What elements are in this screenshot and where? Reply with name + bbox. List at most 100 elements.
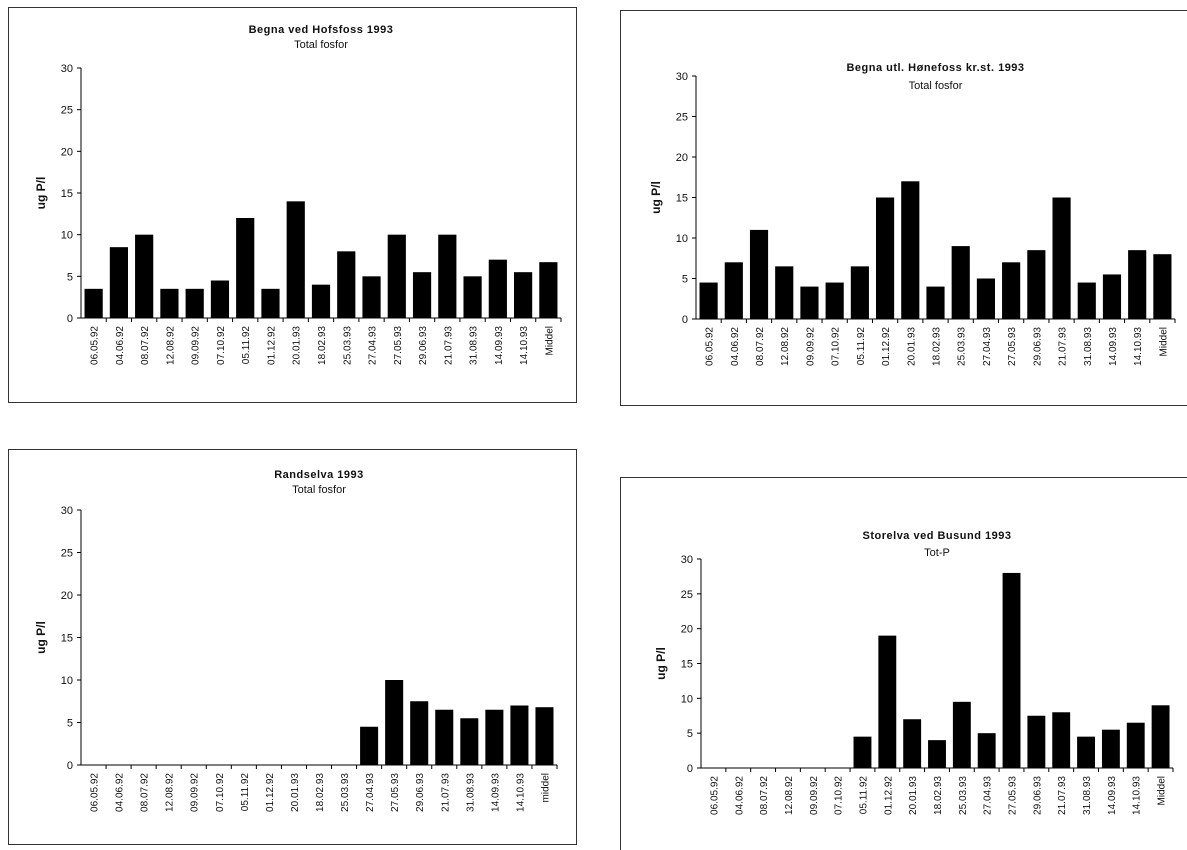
x-tick-label: 25.03.93 — [958, 776, 969, 815]
chart-panel-begna-hofsfoss: Begna ved Hofsfoss 1993 Total fosfor 0 5 10 1… — [8, 7, 577, 403]
y-tick-label: 15 — [61, 633, 73, 645]
y-tick-label: 10 — [676, 233, 688, 245]
bar — [485, 709, 504, 765]
bar — [1128, 250, 1147, 319]
bar — [901, 181, 920, 319]
x-tick-label: 12.08.92 — [780, 327, 791, 366]
x-tick-label: 27.04.93 — [983, 776, 994, 815]
x-tick-label: 31.08.93 — [469, 326, 480, 365]
x-tick-label: 21.07.93 — [1057, 776, 1068, 815]
bar — [1027, 250, 1046, 319]
x-tick-label: 12.08.92 — [784, 776, 795, 815]
bar — [539, 262, 558, 318]
x-tick-label: 04.06.92 — [115, 773, 126, 812]
bar — [1077, 282, 1096, 319]
chart-subtitle: Total fosfor — [909, 80, 963, 92]
x-tick-label: 05.11.92 — [858, 776, 869, 815]
bar — [1052, 712, 1071, 768]
y-tick-label: 25 — [681, 589, 693, 601]
bar — [977, 733, 996, 768]
x-tick-label: 14.10.93 — [515, 773, 526, 812]
x-tick-label: 27.04.93 — [982, 327, 993, 366]
x-tick-label: 29.06.93 — [418, 326, 429, 365]
y-tick-label: 0 — [682, 314, 688, 326]
y-tick-label: 20 — [681, 624, 693, 636]
x-tick-label: 05.11.92 — [240, 773, 251, 812]
y-tick-label: 30 — [681, 554, 693, 566]
x-tick-label: 05.11.92 — [241, 326, 252, 365]
bar — [488, 259, 507, 318]
bar — [1153, 254, 1172, 319]
chart-title: Storelva ved Busund 1993 — [863, 530, 1012, 542]
x-tick-label: 18.02.93 — [315, 773, 326, 812]
bar — [535, 707, 554, 765]
y-tick-label: 0 — [67, 313, 73, 325]
bar — [160, 288, 179, 318]
y-tick-label: 30 — [61, 63, 73, 75]
chart-panel-randselva: Randselva 1993 Total fosfor 0 5 10 15 20 25 30 ug… — [8, 449, 577, 845]
bar — [951, 246, 970, 319]
bar — [1077, 736, 1095, 768]
x-tick-label: 09.09.92 — [190, 773, 201, 812]
bar — [410, 701, 429, 765]
x-tick-label: 08.07.92 — [140, 773, 151, 812]
bar — [1052, 197, 1071, 319]
x-tick-label: 25.03.93 — [957, 327, 968, 366]
y-axis-label: ug P/l — [649, 181, 663, 214]
y-tick-label: 0 — [67, 760, 73, 772]
x-tick-label: 08.07.92 — [140, 326, 151, 365]
x-tick-label: 07.10.92 — [215, 773, 226, 812]
bar — [438, 234, 457, 318]
bar — [360, 726, 379, 765]
y-tick-label: 25 — [61, 548, 73, 560]
bar — [1101, 729, 1120, 768]
x-tick-label: 27.05.93 — [390, 773, 401, 812]
bar — [412, 272, 432, 318]
y-tick-label: 5 — [67, 718, 73, 730]
y-axis-label: ug P/l — [34, 177, 48, 210]
y-tick-label: 20 — [61, 590, 73, 602]
bar — [850, 266, 869, 319]
chart-subtitle: Tot-P — [924, 547, 950, 559]
bar — [84, 288, 103, 318]
chart-title: Randselva 1993 — [274, 469, 364, 481]
y-tick-label: 30 — [61, 505, 73, 517]
x-tick-label: 21.07.93 — [440, 773, 451, 812]
x-tick-label: 14.10.93 — [519, 326, 530, 365]
bar — [952, 701, 971, 768]
bar — [514, 272, 533, 318]
bar — [976, 278, 995, 319]
chart-svg: Randselva 1993 Total fosfor 0 5 10 15 20 25 30 ug… — [34, 469, 558, 812]
bar — [878, 635, 897, 768]
bar — [286, 201, 305, 318]
chart-subtitle: Total fosfor — [292, 484, 346, 496]
bar — [1002, 262, 1021, 319]
x-tick-label: 20.01.93 — [292, 326, 303, 365]
x-tick-label: 07.10.92 — [834, 776, 845, 815]
x-tick-label: 01.12.92 — [266, 326, 277, 365]
x-tick-label: 04.06.92 — [734, 776, 745, 815]
x-tick-label: 18.02.93 — [933, 776, 944, 815]
x-tick-label: 31.08.93 — [465, 773, 476, 812]
x-tick-label: 06.05.92 — [90, 326, 101, 365]
chart-svg: Begna ved Hofsfoss 1993 Total fosfor 0 5 10 1… — [34, 24, 562, 365]
x-tick-label: 31.08.93 — [1082, 776, 1093, 815]
x-tick-label: 31.08.93 — [1083, 327, 1094, 366]
x-tick-label: 14.09.93 — [494, 326, 505, 365]
x-tick-label: 14.09.93 — [1107, 776, 1118, 815]
bar — [387, 234, 406, 318]
x-tick-label: 06.05.92 — [90, 773, 101, 812]
x-tick-label: 29.06.93 — [415, 773, 426, 812]
y-tick-label: 0 — [687, 763, 693, 775]
x-tick-label: 04.06.92 — [115, 326, 126, 365]
x-tick-label: 01.12.92 — [883, 776, 894, 815]
x-tick-label: 14.10.93 — [1133, 327, 1144, 366]
x-tick-label: 18.02.93 — [317, 326, 328, 365]
bar — [724, 262, 743, 319]
bar — [876, 197, 895, 319]
x-tick-label: Middel — [544, 326, 555, 355]
x-tick-label: middel — [540, 773, 551, 802]
bar — [1102, 274, 1122, 319]
bar — [903, 719, 922, 768]
y-tick-label: 25 — [61, 105, 73, 117]
